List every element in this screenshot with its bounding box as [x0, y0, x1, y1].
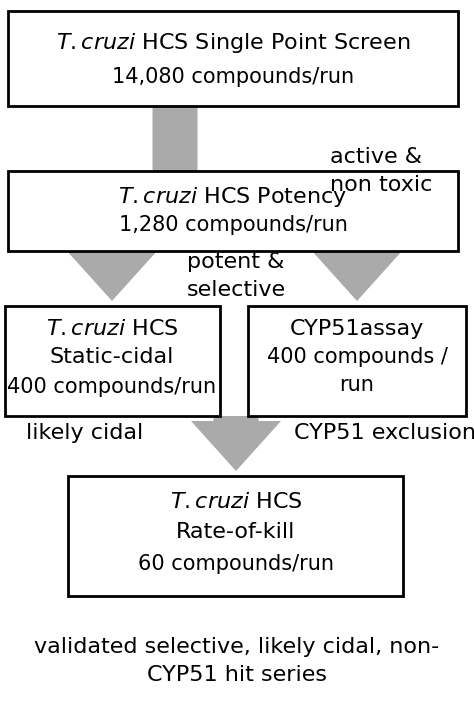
Polygon shape — [130, 106, 220, 236]
Text: CYP51assay: CYP51assay — [290, 319, 424, 339]
Text: validated selective, likely cidal, non-
CYP51 hit series: validated selective, likely cidal, non- … — [35, 637, 439, 685]
Text: CYP51 exclusion: CYP51 exclusion — [294, 423, 474, 443]
Text: likely cidal: likely cidal — [27, 423, 144, 443]
Text: $\it{T. cruzi}$ HCS: $\it{T. cruzi}$ HCS — [46, 319, 178, 339]
Text: 14,080 compounds/run: 14,080 compounds/run — [112, 67, 354, 87]
Text: active &
non toxic: active & non toxic — [330, 147, 432, 195]
FancyBboxPatch shape — [8, 11, 458, 106]
Polygon shape — [67, 251, 157, 301]
Text: $\it{T. cruzi}$ HCS: $\it{T. cruzi}$ HCS — [170, 492, 302, 512]
Text: $\it{T. cruzi}$ HCS Single Point Screen: $\it{T. cruzi}$ HCS Single Point Screen — [56, 31, 410, 55]
FancyBboxPatch shape — [8, 171, 458, 251]
Polygon shape — [191, 416, 281, 471]
FancyBboxPatch shape — [68, 476, 403, 596]
Text: Rate-of-kill: Rate-of-kill — [176, 522, 296, 542]
FancyBboxPatch shape — [5, 306, 220, 416]
Text: 400 compounds/run: 400 compounds/run — [8, 377, 217, 397]
Text: 400 compounds /: 400 compounds / — [266, 347, 447, 367]
Text: run: run — [339, 375, 374, 395]
Text: $\it{T. cruzi}$ HCS Potency: $\it{T. cruzi}$ HCS Potency — [118, 185, 347, 209]
Text: Static-cidal: Static-cidal — [50, 347, 174, 367]
FancyBboxPatch shape — [248, 306, 466, 416]
Polygon shape — [312, 251, 402, 301]
Text: potent &
selective: potent & selective — [186, 252, 285, 300]
Text: 60 compounds/run: 60 compounds/run — [138, 554, 334, 574]
Text: 1,280 compounds/run: 1,280 compounds/run — [118, 215, 347, 235]
